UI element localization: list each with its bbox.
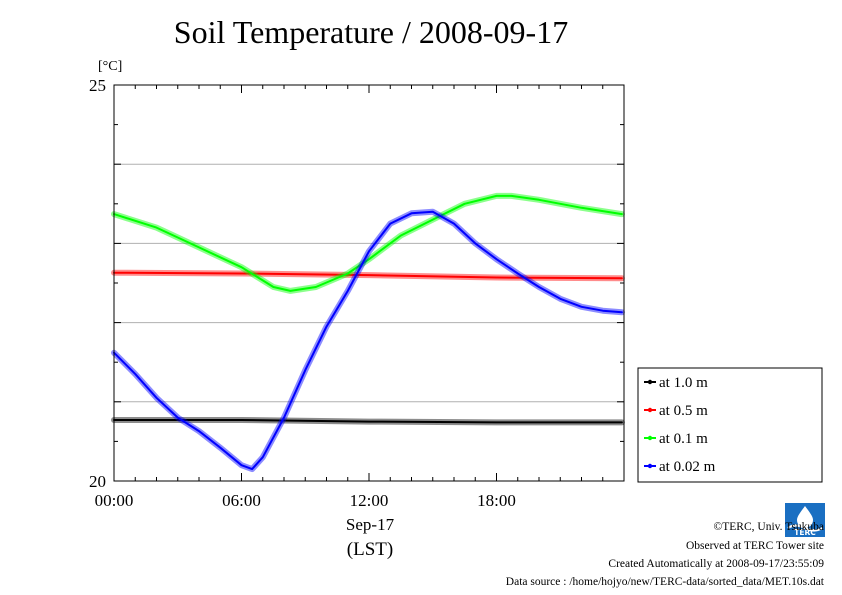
footer-copyright: ©TERC, Univ. Tsukuba xyxy=(713,521,824,533)
series-at-0-5-m xyxy=(111,269,625,282)
legend-label: at 1.0 m xyxy=(659,375,708,391)
legend-label: at 0.5 m xyxy=(659,403,708,419)
footer-observed: Observed at TERC Tower site xyxy=(685,540,824,552)
legend-box xyxy=(637,367,823,483)
series-halo xyxy=(111,208,625,473)
legend-label: at 0.02 m xyxy=(659,459,716,475)
axis-ticks xyxy=(113,84,625,482)
y-axis-unit: [°C] xyxy=(98,59,122,74)
x-tick-label: 00:00 xyxy=(95,491,134,510)
legend-marker xyxy=(647,463,653,469)
x-tick-label: 18:00 xyxy=(477,491,516,510)
legend-marker xyxy=(647,407,653,413)
chart-title: Soil Temperature / 2008-09-17 xyxy=(173,14,569,50)
x-axis-unit: (LST) xyxy=(347,539,393,560)
legend-marker xyxy=(647,379,653,385)
series-line xyxy=(113,419,623,424)
series-at-0-1-m xyxy=(111,192,625,294)
svg-text:TERC: TERC xyxy=(794,528,816,537)
x-tick-label: 06:00 xyxy=(222,491,261,510)
footer-created: Created Automatically at 2008-09-17/23:5… xyxy=(608,558,824,570)
series-line xyxy=(113,194,623,292)
series-layer xyxy=(111,192,625,473)
x-tick-label: 12:00 xyxy=(350,491,389,510)
series-line xyxy=(113,210,623,471)
legend-label: at 0.1 m xyxy=(659,431,708,447)
y-tick-label: 25 xyxy=(89,76,106,95)
x-axis-labels: 00:00 06:00 12:00 18:00 xyxy=(95,491,516,510)
legend: at 1.0 m at 0.5 m at 0.1 m at 0.02 m xyxy=(637,367,823,483)
y-tick-label: 20 xyxy=(89,472,106,491)
terc-logo: TERC xyxy=(785,503,825,537)
series-at-1-0-m xyxy=(111,417,625,426)
x-axis-date: Sep-17 xyxy=(346,515,395,534)
series-at-0-02-m xyxy=(111,208,625,473)
footer-source: Data source : /home/hojyo/new/TERC-data/… xyxy=(505,576,824,588)
series-line xyxy=(113,271,623,280)
legend-marker xyxy=(647,435,653,441)
grid xyxy=(114,163,624,403)
